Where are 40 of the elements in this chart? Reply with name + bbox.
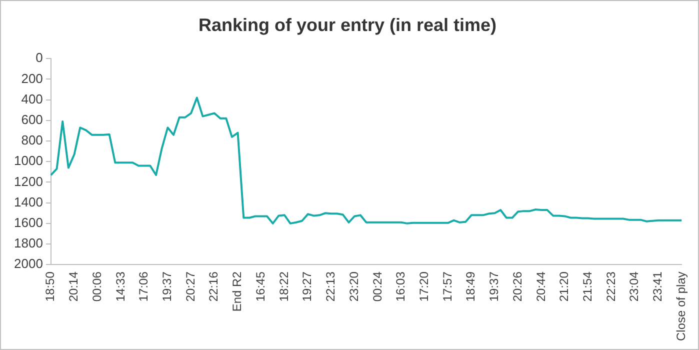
x-tick-label: 18:22: [276, 271, 291, 302]
x-tick-label: 20:26: [510, 271, 524, 302]
x-tick-label: 17:06: [136, 271, 151, 302]
x-tick-label: 22:16: [206, 271, 221, 302]
x-tick-label: 16:45: [253, 271, 268, 302]
x-tick-label: 17:57: [440, 271, 454, 302]
y-tick-label: 800: [21, 132, 43, 148]
y-tick-label: 400: [21, 91, 43, 106]
x-tick-label: 18:50: [43, 271, 58, 302]
x-tick-label: 19:37: [160, 271, 174, 302]
x-tick-label: 22:23: [604, 271, 618, 302]
x-tick-label: 20:14: [66, 271, 81, 302]
x-tick-label: 21:54: [580, 271, 594, 302]
x-tick-label: 18:49: [464, 271, 478, 302]
x-tick-label: 20:44: [534, 271, 548, 302]
chart-title: Ranking of your entry (in real time): [198, 14, 497, 35]
x-tick-label: 20:27: [183, 271, 198, 302]
x-tick-label: 23:41: [650, 271, 665, 302]
y-tick-label: 1600: [14, 215, 43, 230]
y-tick-label: 1200: [14, 174, 43, 189]
y-tick-label: 0: [36, 50, 43, 66]
x-tick-label: 00:24: [370, 271, 384, 302]
x-tick-label: 19:37: [487, 271, 502, 302]
x-tick-label: End R2: [230, 271, 244, 312]
y-tick-label: 600: [21, 112, 43, 127]
x-tick-label: 14:33: [113, 271, 128, 302]
x-tick-label: 23:20: [346, 271, 361, 302]
y-tick-label: 1800: [14, 236, 43, 251]
y-tick-label: 200: [21, 70, 43, 86]
y-tick-label: 2000: [14, 256, 43, 272]
x-tick-label: 17:20: [416, 271, 431, 302]
x-tick-label: 22:13: [324, 271, 338, 302]
x-tick-label: 00:06: [90, 271, 104, 302]
x-tick-label: 16:03: [394, 271, 408, 302]
x-tick-label: 23:04: [627, 271, 642, 302]
y-tick-label: 1400: [14, 194, 43, 210]
x-tick-label: 19:27: [300, 271, 314, 302]
y-tick-label: 1000: [14, 153, 43, 168]
x-tick-label: Close of play: [674, 272, 688, 342]
x-tick-label: 21:20: [557, 271, 572, 302]
